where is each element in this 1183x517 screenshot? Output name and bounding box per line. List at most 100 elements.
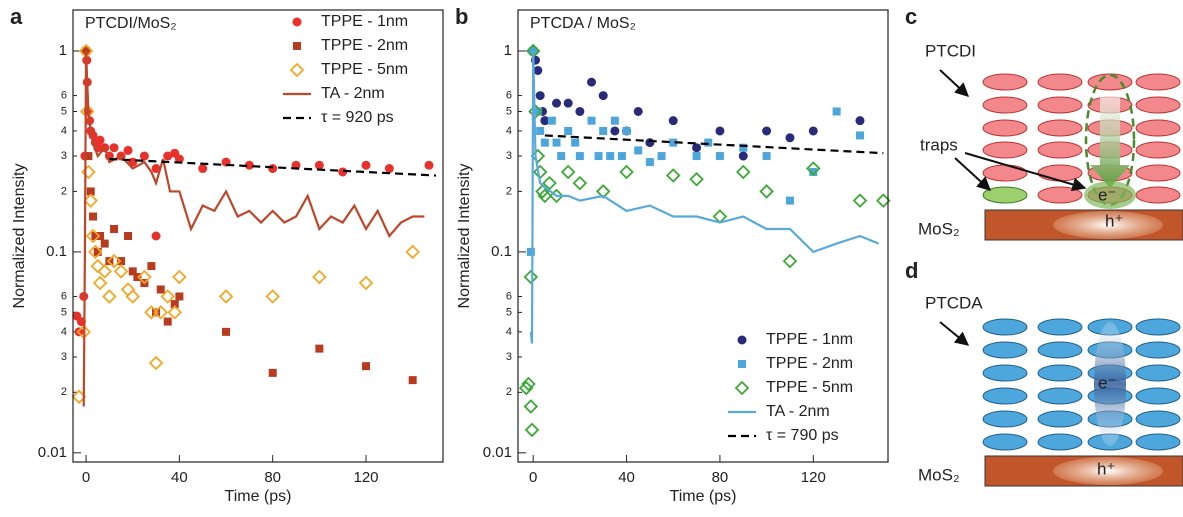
x-tick-label: 120 — [353, 469, 378, 486]
data-point — [81, 164, 96, 180]
data-line — [529, 50, 880, 344]
data-point — [575, 106, 585, 116]
data-point — [594, 152, 603, 161]
y-tick-label: 2 — [61, 386, 67, 398]
data-point — [657, 152, 666, 161]
data-point — [222, 327, 231, 336]
fit-line — [109, 157, 437, 177]
data-point — [759, 184, 774, 199]
data-point — [876, 193, 891, 208]
data-point — [692, 152, 701, 161]
hole-glow — [1053, 211, 1163, 239]
plot-frame — [517, 9, 889, 463]
x-tick-label: 40 — [618, 469, 635, 486]
data-point — [606, 152, 615, 161]
legend-label: TPPE - 2nm — [321, 37, 408, 54]
data-point — [762, 126, 772, 136]
data-point — [832, 107, 841, 116]
data-point — [362, 362, 371, 371]
data-point — [123, 145, 133, 155]
data-point — [735, 164, 751, 180]
data-point — [102, 289, 117, 304]
molecule — [982, 433, 1028, 451]
y-tick-label: 5 — [506, 306, 512, 318]
diagram-d: d PTCDA h⁺ MoS₂ e⁻ — [905, 258, 1183, 487]
y-tick-label: 2 — [61, 185, 67, 197]
molecule — [982, 341, 1028, 359]
data-point — [715, 126, 725, 136]
molecule — [1135, 73, 1181, 91]
molecule-label: PTCDI — [925, 41, 976, 60]
data-point — [536, 126, 545, 135]
data-point — [91, 232, 100, 240]
data-point — [361, 160, 371, 170]
electron-glow — [1084, 181, 1136, 209]
x-tick-label: 80 — [264, 469, 281, 486]
arrow — [964, 152, 1087, 192]
molecule — [1135, 186, 1181, 204]
data-point — [704, 138, 713, 147]
data-point — [74, 327, 84, 337]
molecule — [1037, 387, 1083, 405]
data-point — [633, 106, 643, 116]
x-tick-label: 40 — [171, 469, 188, 486]
data-point — [100, 239, 109, 248]
data-point — [571, 138, 580, 147]
molecule — [1135, 410, 1181, 428]
data-point — [855, 116, 865, 126]
data-point — [634, 146, 643, 155]
molecule-label: PTCDA — [925, 293, 983, 312]
panel-label: d — [905, 258, 918, 283]
legend-label: TPPE - 2nm — [766, 355, 853, 372]
molecule — [1037, 141, 1083, 159]
data-point — [587, 116, 596, 125]
molecule — [982, 141, 1028, 159]
data-point — [533, 65, 543, 75]
data-point — [645, 138, 655, 148]
arrow — [939, 69, 970, 97]
data-point — [218, 289, 234, 304]
data-point — [97, 264, 113, 279]
molecule — [982, 318, 1028, 336]
molecule — [982, 387, 1028, 405]
y-tick-label: 3 — [61, 351, 67, 363]
data-point — [88, 244, 103, 260]
y-tick-label: 1 — [504, 42, 512, 59]
data-point — [163, 317, 172, 326]
substrate-label: MoS₂ — [918, 465, 960, 484]
data-point — [808, 126, 818, 136]
substrate-label: MoS₂ — [918, 219, 960, 238]
legend-label: TA - 2nm — [766, 403, 830, 420]
data-point — [533, 107, 542, 116]
molecule — [1135, 96, 1181, 114]
molecule — [982, 164, 1028, 182]
data-point — [524, 422, 540, 438]
data-point — [125, 289, 140, 304]
x-tick-label: 0 — [82, 469, 90, 486]
data-point — [163, 151, 173, 161]
y-tick-label: 3 — [506, 150, 512, 162]
molecule — [1087, 73, 1133, 91]
data-point — [645, 158, 654, 167]
data-point — [610, 116, 619, 125]
data-point — [128, 157, 138, 167]
data-point — [564, 126, 573, 135]
data-point — [669, 138, 678, 147]
data-point — [85, 228, 101, 244]
data-point — [144, 305, 159, 320]
legend-swatch — [734, 380, 750, 396]
data-point — [785, 133, 795, 143]
y-axis-label: Normalized Intensity — [456, 164, 473, 309]
transfer-region — [1084, 73, 1136, 207]
hole-glow — [1053, 457, 1163, 485]
data-point — [692, 143, 702, 153]
data-point — [105, 257, 114, 266]
y-tick-label: 5 — [506, 105, 512, 117]
molecule — [1037, 186, 1083, 204]
legend-swatch — [292, 17, 302, 27]
data-point — [106, 253, 122, 269]
data-point — [338, 167, 348, 177]
data-point — [852, 193, 868, 208]
molecule — [982, 364, 1028, 382]
molecule — [1135, 164, 1181, 182]
